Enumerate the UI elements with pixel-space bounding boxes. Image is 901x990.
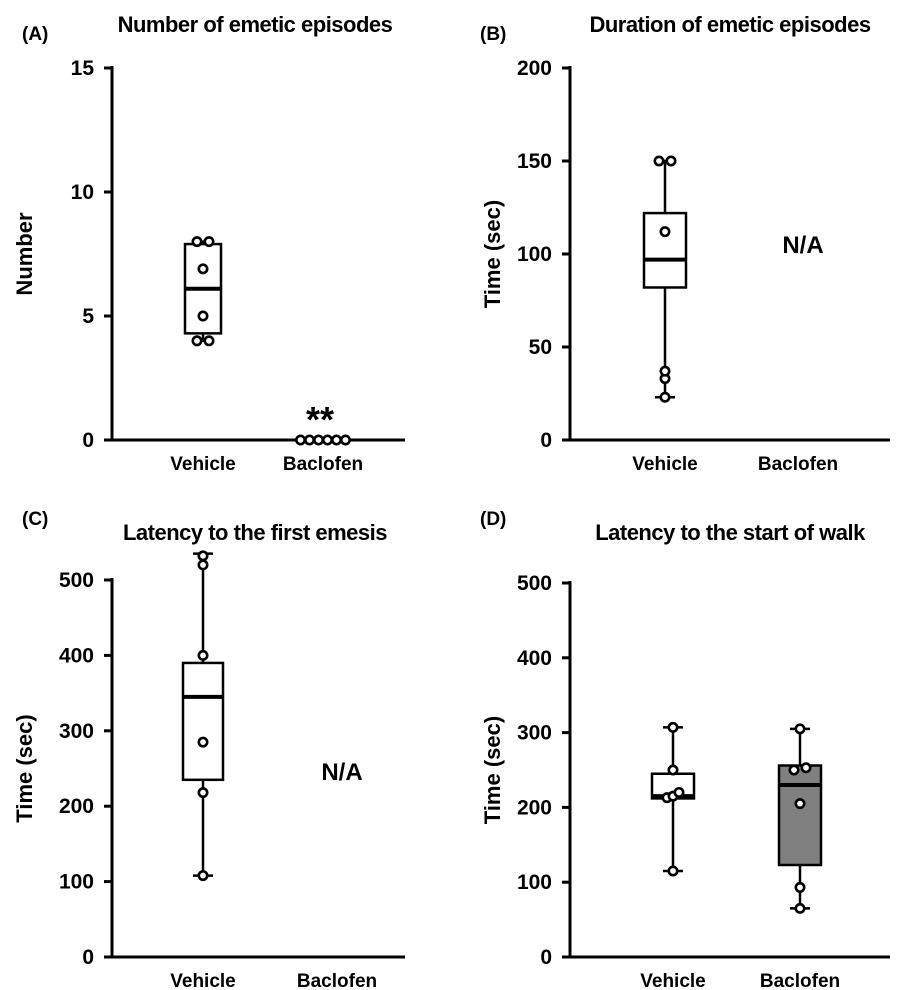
panel-letter: (D) bbox=[480, 509, 506, 530]
data-point bbox=[794, 798, 806, 810]
data-point bbox=[339, 434, 351, 446]
box-iqr bbox=[642, 211, 688, 289]
data-point bbox=[197, 550, 209, 562]
data-point bbox=[197, 870, 209, 882]
y-tick-label: 500 bbox=[59, 569, 94, 592]
significance-marker: ** bbox=[306, 399, 334, 440]
data-point bbox=[794, 902, 806, 914]
y-tick-label: 0 bbox=[82, 946, 94, 969]
panel-letter: (A) bbox=[22, 24, 48, 45]
x-category-label: Baclofen bbox=[758, 454, 838, 475]
data-point bbox=[659, 391, 671, 403]
y-tick-label: 150 bbox=[517, 150, 552, 173]
y-tick-label: 5 bbox=[82, 305, 94, 328]
data-point bbox=[197, 736, 209, 748]
y-tick-label: 300 bbox=[59, 720, 94, 743]
panel-letter: (C) bbox=[22, 509, 48, 530]
data-point bbox=[197, 310, 209, 322]
panel-title: Latency to the first emesis bbox=[123, 520, 387, 545]
data-point bbox=[191, 236, 203, 248]
data-point bbox=[203, 335, 215, 347]
x-category-label: Vehicle bbox=[170, 454, 236, 475]
x-category-label: Baclofen bbox=[760, 971, 840, 990]
x-category-label: Vehicle bbox=[640, 971, 706, 990]
data-point bbox=[659, 365, 671, 377]
y-tick-label: 100 bbox=[517, 871, 552, 894]
annotation-na: N/A bbox=[321, 759, 362, 786]
data-point bbox=[800, 762, 812, 774]
data-point bbox=[197, 649, 209, 661]
y-tick-label: 0 bbox=[82, 429, 94, 452]
y-tick-label: 100 bbox=[517, 243, 552, 266]
data-point bbox=[667, 764, 679, 776]
x-category-label: Baclofen bbox=[283, 454, 363, 475]
panel-letter: (B) bbox=[480, 24, 506, 45]
data-point bbox=[794, 723, 806, 735]
y-tick-label: 0 bbox=[540, 946, 552, 969]
data-point bbox=[653, 155, 665, 167]
data-point bbox=[673, 786, 685, 798]
y-tick-label: 400 bbox=[59, 644, 94, 667]
data-point bbox=[667, 721, 679, 733]
box-iqr bbox=[777, 764, 823, 867]
data-point bbox=[794, 881, 806, 893]
data-point bbox=[197, 559, 209, 571]
panel-a: (A) Number of emetic episodes 0 5 10 15 Number… bbox=[12, 12, 405, 475]
box-iqr bbox=[181, 661, 225, 782]
annotation-na: N/A bbox=[782, 232, 823, 259]
y-tick-label: 50 bbox=[529, 336, 552, 359]
x-category-label: Baclofen bbox=[297, 971, 377, 990]
y-tick-label: 0 bbox=[540, 429, 552, 452]
panel-c: (C) Latency to the first emesis 0 100 200 300… bbox=[12, 509, 405, 990]
panel-b: (B) Duration of emetic episodes 0 50 100 150 2… bbox=[480, 12, 890, 475]
data-point bbox=[191, 335, 203, 347]
data-point bbox=[788, 764, 800, 776]
data-point bbox=[659, 226, 671, 238]
y-axis-label: Number bbox=[12, 212, 37, 296]
data-point bbox=[294, 434, 306, 446]
x-category-label: Vehicle bbox=[170, 971, 236, 990]
panel-title: Number of emetic episodes bbox=[118, 12, 393, 37]
panel-title: Latency to the start of walk bbox=[595, 520, 866, 545]
data-point bbox=[197, 787, 209, 799]
y-tick-label: 200 bbox=[517, 57, 552, 80]
y-axis-label: Time (sec) bbox=[12, 714, 37, 822]
panel-title: Duration of emetic episodes bbox=[589, 12, 870, 37]
x-category-label: Vehicle bbox=[632, 454, 698, 475]
data-point bbox=[667, 865, 679, 877]
y-tick-label: 500 bbox=[517, 572, 552, 595]
y-tick-label: 200 bbox=[517, 796, 552, 819]
data-point bbox=[197, 263, 209, 275]
y-tick-label: 100 bbox=[59, 871, 94, 894]
panel-d: (D) Latency to the start of walk 0 100 200 30… bbox=[480, 509, 890, 990]
y-tick-label: 400 bbox=[517, 647, 552, 670]
data-point bbox=[203, 236, 215, 248]
y-axis-label: Time (sec) bbox=[480, 716, 505, 824]
y-tick-label: 15 bbox=[71, 57, 95, 80]
data-point bbox=[665, 155, 677, 167]
y-tick-label: 200 bbox=[59, 795, 94, 818]
y-axis-label: Time (sec) bbox=[480, 200, 505, 308]
y-tick-label: 10 bbox=[71, 181, 94, 204]
y-tick-label: 300 bbox=[517, 722, 552, 745]
